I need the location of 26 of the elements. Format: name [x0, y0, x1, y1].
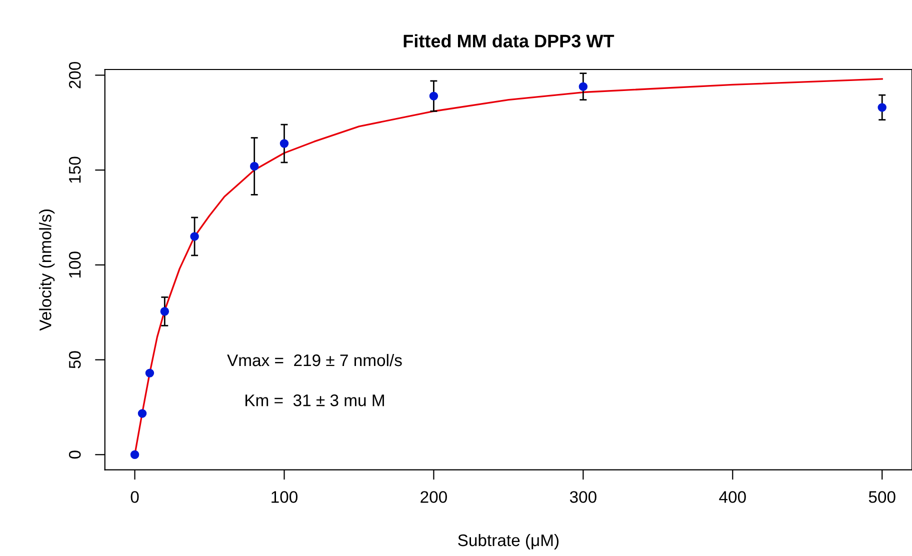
chart-title: Fitted MM data DPP3 WT — [404, 34, 614, 48]
point — [878, 103, 886, 112]
x-axis-title: Subtrate (μM) — [458, 534, 559, 550]
y-tick-label: 50 — [68, 351, 81, 368]
y-tick-label: 200 — [68, 62, 81, 88]
y-tick-label: 100 — [68, 252, 81, 278]
point — [250, 162, 259, 171]
point — [145, 368, 154, 378]
point — [190, 232, 199, 241]
point — [138, 409, 147, 418]
point — [160, 307, 170, 316]
x-tick-label: 100 — [272, 491, 298, 503]
x-tick-label: 300 — [570, 491, 596, 503]
x-tick-label: 400 — [719, 491, 746, 503]
y-tick-label: 150 — [68, 156, 81, 183]
point — [429, 92, 438, 100]
y-tick-label: 0 — [68, 450, 81, 459]
x-tick-label: 200 — [420, 491, 447, 503]
annotation: Km = 31 ± 3 mu M — [246, 394, 384, 406]
x-tick-label: 0 — [130, 491, 139, 503]
x-tick-label: 500 — [868, 491, 896, 503]
y-axis-title: Velocity (nmol/s) — [39, 210, 55, 331]
point — [280, 139, 289, 148]
annotation: Vmax = 219 ± 7 nmol/s — [227, 354, 402, 366]
point — [578, 82, 588, 91]
point — [130, 450, 140, 460]
